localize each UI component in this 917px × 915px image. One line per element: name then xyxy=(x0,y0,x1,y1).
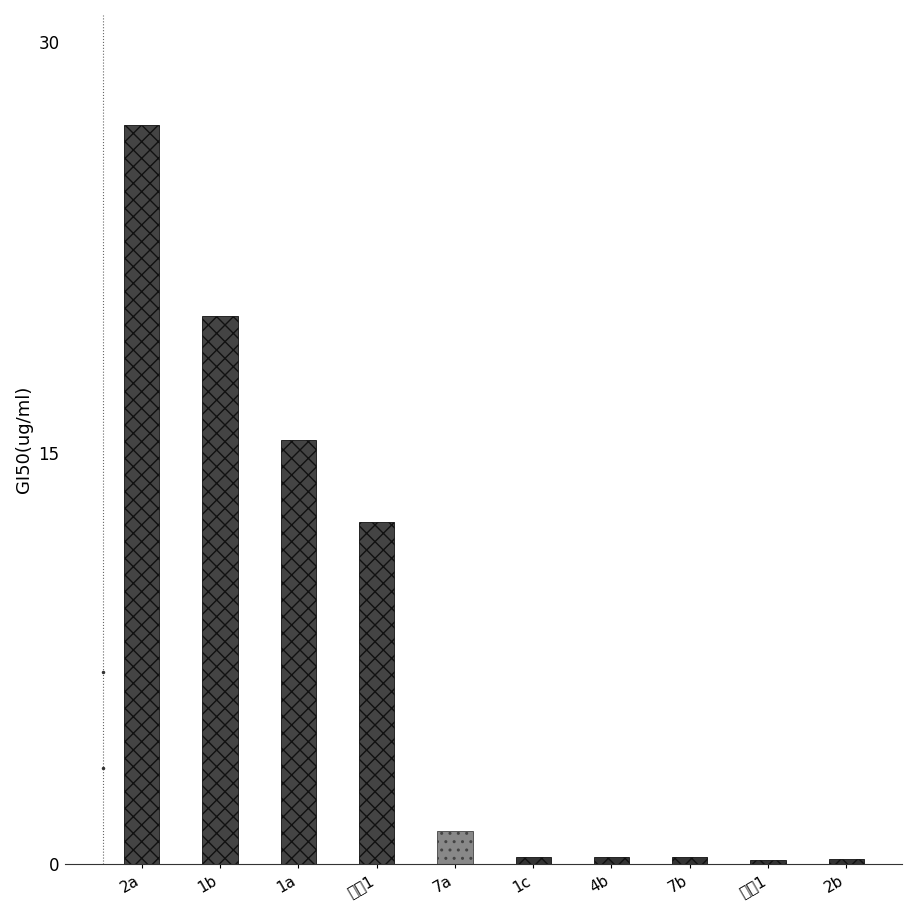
Bar xyxy=(515,857,551,864)
Y-axis label: GI50(ug/ml): GI50(ug/ml) xyxy=(15,386,33,493)
Bar xyxy=(281,439,316,864)
Bar xyxy=(750,860,786,864)
Bar xyxy=(829,859,864,864)
Bar xyxy=(359,522,394,864)
Bar xyxy=(672,857,707,864)
Bar xyxy=(437,831,472,864)
Bar xyxy=(203,317,238,864)
Bar xyxy=(594,857,629,864)
Bar xyxy=(124,124,160,864)
